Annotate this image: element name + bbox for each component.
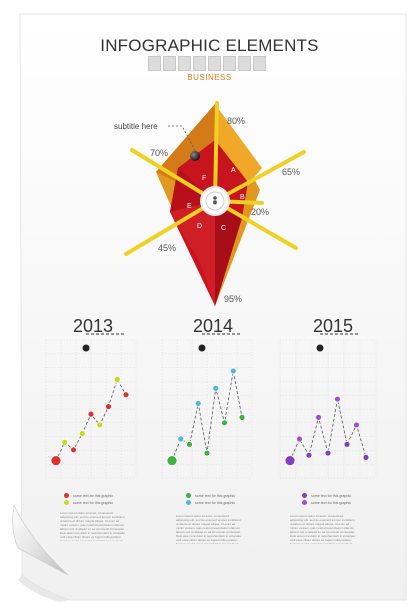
data-point <box>324 449 332 457</box>
legend-item: some text for this graphic <box>302 499 351 506</box>
data-point <box>315 413 322 421</box>
data-point <box>284 455 296 467</box>
legend-item: some text for this graphic <box>302 492 351 499</box>
data-point <box>238 413 246 421</box>
subtitle-marker-ball <box>190 151 200 161</box>
star-core-shade <box>215 201 242 306</box>
star-core-bottom <box>170 201 215 306</box>
data-point <box>105 403 112 411</box>
legend-item: some text for this graphic <box>186 492 235 499</box>
paragraph-2013: Lorem ipsum dolor sit amet, consectetur … <box>60 511 126 541</box>
pct-label-left-top: 70% <box>150 148 169 158</box>
legend-dot <box>186 493 191 498</box>
data-point <box>362 453 370 461</box>
data-point <box>203 449 211 457</box>
data-point <box>353 421 360 429</box>
data-point <box>122 391 130 399</box>
data-point <box>50 455 62 467</box>
legend-2013: some text for this graphic some text for… <box>64 492 113 506</box>
legend-text: some text for this graphic <box>311 493 352 498</box>
star-rod-top <box>213 101 219 203</box>
legend-dot <box>186 500 191 505</box>
year-marker-ball <box>316 344 324 352</box>
page-subtitle: BUSINESS <box>187 73 232 82</box>
legend-2014: some text for this graphic some text for… <box>186 492 235 506</box>
segment-letter-f: F <box>202 175 207 182</box>
title-box <box>148 56 161 71</box>
star-rod-bl <box>124 199 217 256</box>
legend-text: some text for this graphic <box>195 500 236 505</box>
data-point <box>113 376 121 384</box>
legend-dot <box>64 493 69 498</box>
star-rod-br <box>213 199 298 250</box>
subtitle-leader <box>168 125 197 153</box>
data-point <box>212 384 220 392</box>
paragraph-2015: Lorem ipsum dolor sit amet, consectetur … <box>290 514 356 544</box>
pct-label-right: 20% <box>251 207 270 217</box>
pct-label-top: 80% <box>227 116 246 126</box>
segment-letter-e: E <box>187 203 192 210</box>
star-subtitle-label: subtitle here <box>114 122 158 131</box>
data-point <box>229 367 237 375</box>
data-point <box>87 410 95 418</box>
data-point <box>61 438 69 446</box>
title-box <box>208 56 221 71</box>
data-point <box>70 446 77 454</box>
data-point <box>305 451 313 459</box>
legend-item: some text for this graphic <box>64 499 113 506</box>
year-label-2015: 2015 <box>313 316 354 336</box>
data-point <box>186 440 193 448</box>
title-box <box>193 56 206 71</box>
year-label-2013: 2013 <box>73 316 114 336</box>
legend-text: some text for this graphic <box>73 500 114 505</box>
year-label-2014: 2014 <box>193 316 234 336</box>
star-rod-tr <box>213 150 306 203</box>
title-box <box>223 56 236 71</box>
data-point <box>177 435 185 443</box>
year-marker-ball <box>198 344 206 352</box>
data-point <box>296 435 303 443</box>
data-point <box>221 419 228 427</box>
legend-text: some text for this graphic <box>311 500 352 505</box>
data-point <box>96 421 104 429</box>
segment-letter-c: C <box>221 225 227 232</box>
pct-label-right-top: 65% <box>282 167 301 177</box>
legend-text: some text for this graphic <box>73 493 114 498</box>
legend-item: some text for this graphic <box>186 499 235 506</box>
legend-text: some text for this graphic <box>195 493 236 498</box>
data-point <box>78 430 86 438</box>
title-box <box>178 56 191 71</box>
star-graphic <box>124 101 306 306</box>
data-point <box>194 399 202 407</box>
year-marker-ball <box>82 344 90 352</box>
legend-dot <box>302 500 307 505</box>
title-box <box>163 56 176 71</box>
star-rod-tl <box>130 148 217 203</box>
title-progress-boxes <box>148 56 266 71</box>
segment-letter-d: D <box>197 223 203 230</box>
person-icon <box>213 196 217 205</box>
pct-label-left-bottom: 45% <box>158 243 177 253</box>
data-point <box>343 440 351 448</box>
title-box <box>253 56 266 71</box>
pct-label-bottom: 95% <box>224 294 243 304</box>
page-title: INFOGRAPHIC ELEMENTS <box>100 36 319 55</box>
paragraph-2014: Lorem ipsum dolor sit amet, consectetur … <box>176 514 242 544</box>
data-point <box>334 395 341 403</box>
data-point <box>166 455 178 467</box>
legend-dot <box>64 500 69 505</box>
page-curl <box>12 503 69 576</box>
segment-letter-b: B <box>240 194 245 201</box>
legend-2015: some text for this graphic some text for… <box>302 492 351 506</box>
segment-letter-a: A <box>231 167 236 174</box>
title-box <box>238 56 251 71</box>
legend-dot <box>302 493 307 498</box>
legend-item: some text for this graphic <box>64 492 113 499</box>
